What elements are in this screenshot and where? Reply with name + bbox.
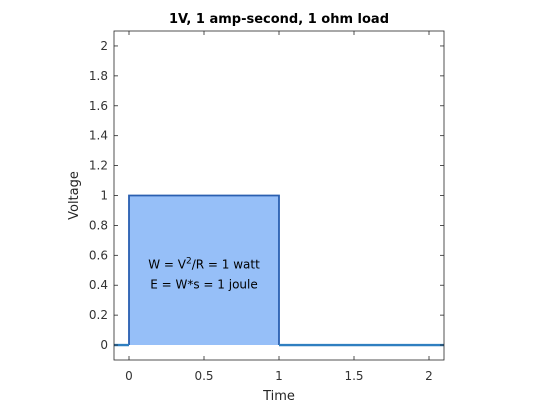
x-tick-label: 1: [275, 369, 283, 383]
y-tick-label: 1: [100, 189, 108, 203]
y-tick-label: 0.2: [89, 308, 108, 322]
x-tick-label: 1.5: [344, 369, 363, 383]
y-tick-label: 2: [100, 39, 108, 53]
y-tick-label: 1.2: [89, 159, 108, 173]
energy-annotation: E = W*s = 1 joule: [150, 277, 258, 291]
y-tick-label: 0.4: [89, 278, 108, 292]
pulse-line: [128, 194, 280, 346]
y-axis-label: Voltage: [67, 171, 82, 220]
x-axis-label: Time: [262, 389, 295, 404]
x-tick-label: 0.5: [194, 369, 213, 383]
x-axis: 0 0.5 1 1.5 2: [125, 31, 433, 383]
y-tick-label: 0.8: [89, 218, 108, 232]
y-tick-label: 0: [100, 338, 108, 352]
power-annotation-pre: W = V: [148, 257, 187, 271]
y-tick-label: 1.4: [89, 129, 108, 143]
x-tick-label: 0: [125, 369, 133, 383]
y-tick-label: 1.6: [89, 99, 108, 113]
y-axis: 0 0.2 0.4 0.6 0.8 1 1.2 1.4 1.6 1.8 2: [89, 39, 444, 352]
power-annotation-post: /R = 1 watt: [192, 257, 260, 271]
power-annotation-sup: 2: [186, 256, 192, 266]
y-tick-label: 1.8: [89, 69, 108, 83]
pulse-area: [129, 195, 279, 346]
power-annotation: W = V2/R = 1 watt: [148, 256, 260, 271]
plot-area: [114, 194, 444, 347]
chart-title: 1V, 1 amp-second, 1 ohm load: [169, 12, 389, 27]
x-tick-label: 2: [425, 369, 433, 383]
y-tick-label: 0.6: [89, 248, 108, 262]
